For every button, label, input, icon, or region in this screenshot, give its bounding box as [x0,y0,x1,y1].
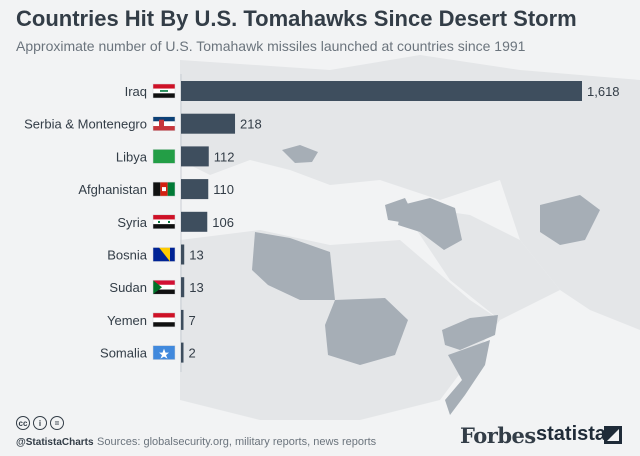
footer: cc i = @StatistaCharts Sources: globalse… [0,410,640,456]
value-label: 13 [189,248,203,263]
sudan-flag-icon [152,279,176,295]
equals-icon: = [50,416,64,430]
bar [181,81,582,101]
category-label: Libya [116,149,148,164]
yemen-flag-icon [152,312,176,328]
forbes-logo[interactable]: Forbes [460,423,536,448]
category-label: Afghanistan [78,182,147,197]
map-somalia [445,340,490,415]
category-label: Serbia & Montenegro [24,117,147,132]
afghanistan-flag-icon [152,181,176,197]
category-label: Bosnia [107,248,148,263]
map-bosnia-serbia [282,145,318,163]
bar [181,211,208,232]
map-iraq [398,198,462,250]
bar [181,277,185,298]
bar [181,113,236,134]
chart-title: Countries Hit By U.S. Tomahawks Since De… [16,6,577,31]
statista-handle[interactable]: @StatistaCharts [16,437,94,448]
map-libya [252,232,335,300]
value-label: 218 [240,117,262,132]
syria-flag-icon [152,214,176,230]
bar [181,309,184,330]
statista-logo-icon [604,426,622,444]
value-label: 1,618 [587,84,620,99]
source-note: Sources: globalsecurity.org, military re… [97,436,377,448]
value-label: 112 [214,149,235,164]
chart-subtitle: Approximate number of U.S. Tomahawk miss… [16,38,526,54]
value-label: 106 [212,215,234,230]
category-label: Syria [117,215,147,230]
statista-logo[interactable]: statista [536,423,607,445]
category-label: Iraq [125,84,147,99]
bar [181,244,185,265]
map-sudan [325,298,408,365]
bosnia-flag-icon [152,247,176,262]
map-yemen [442,315,498,350]
value-label: 13 [189,280,203,295]
serbia-montenegro-flag-icon [152,116,176,131]
value-label: 2 [189,346,196,361]
category-label: Yemen [107,313,147,328]
value-label: 7 [189,313,196,328]
cc-icon: cc [16,416,30,430]
license-icons[interactable]: cc i = [16,416,64,430]
iraq-flag-icon [152,83,176,99]
map-syria [385,198,412,222]
value-label: 110 [213,182,234,197]
bar [181,179,209,200]
somalia-flag-icon [152,345,176,360]
bar [181,342,184,363]
category-label: Somalia [100,346,148,361]
map-asia [500,170,640,330]
attribution-icon: i [33,416,47,430]
map-afghanistan [540,195,600,245]
libya-flag-icon [152,149,176,164]
category-label: Sudan [109,280,147,295]
bar [181,146,209,167]
